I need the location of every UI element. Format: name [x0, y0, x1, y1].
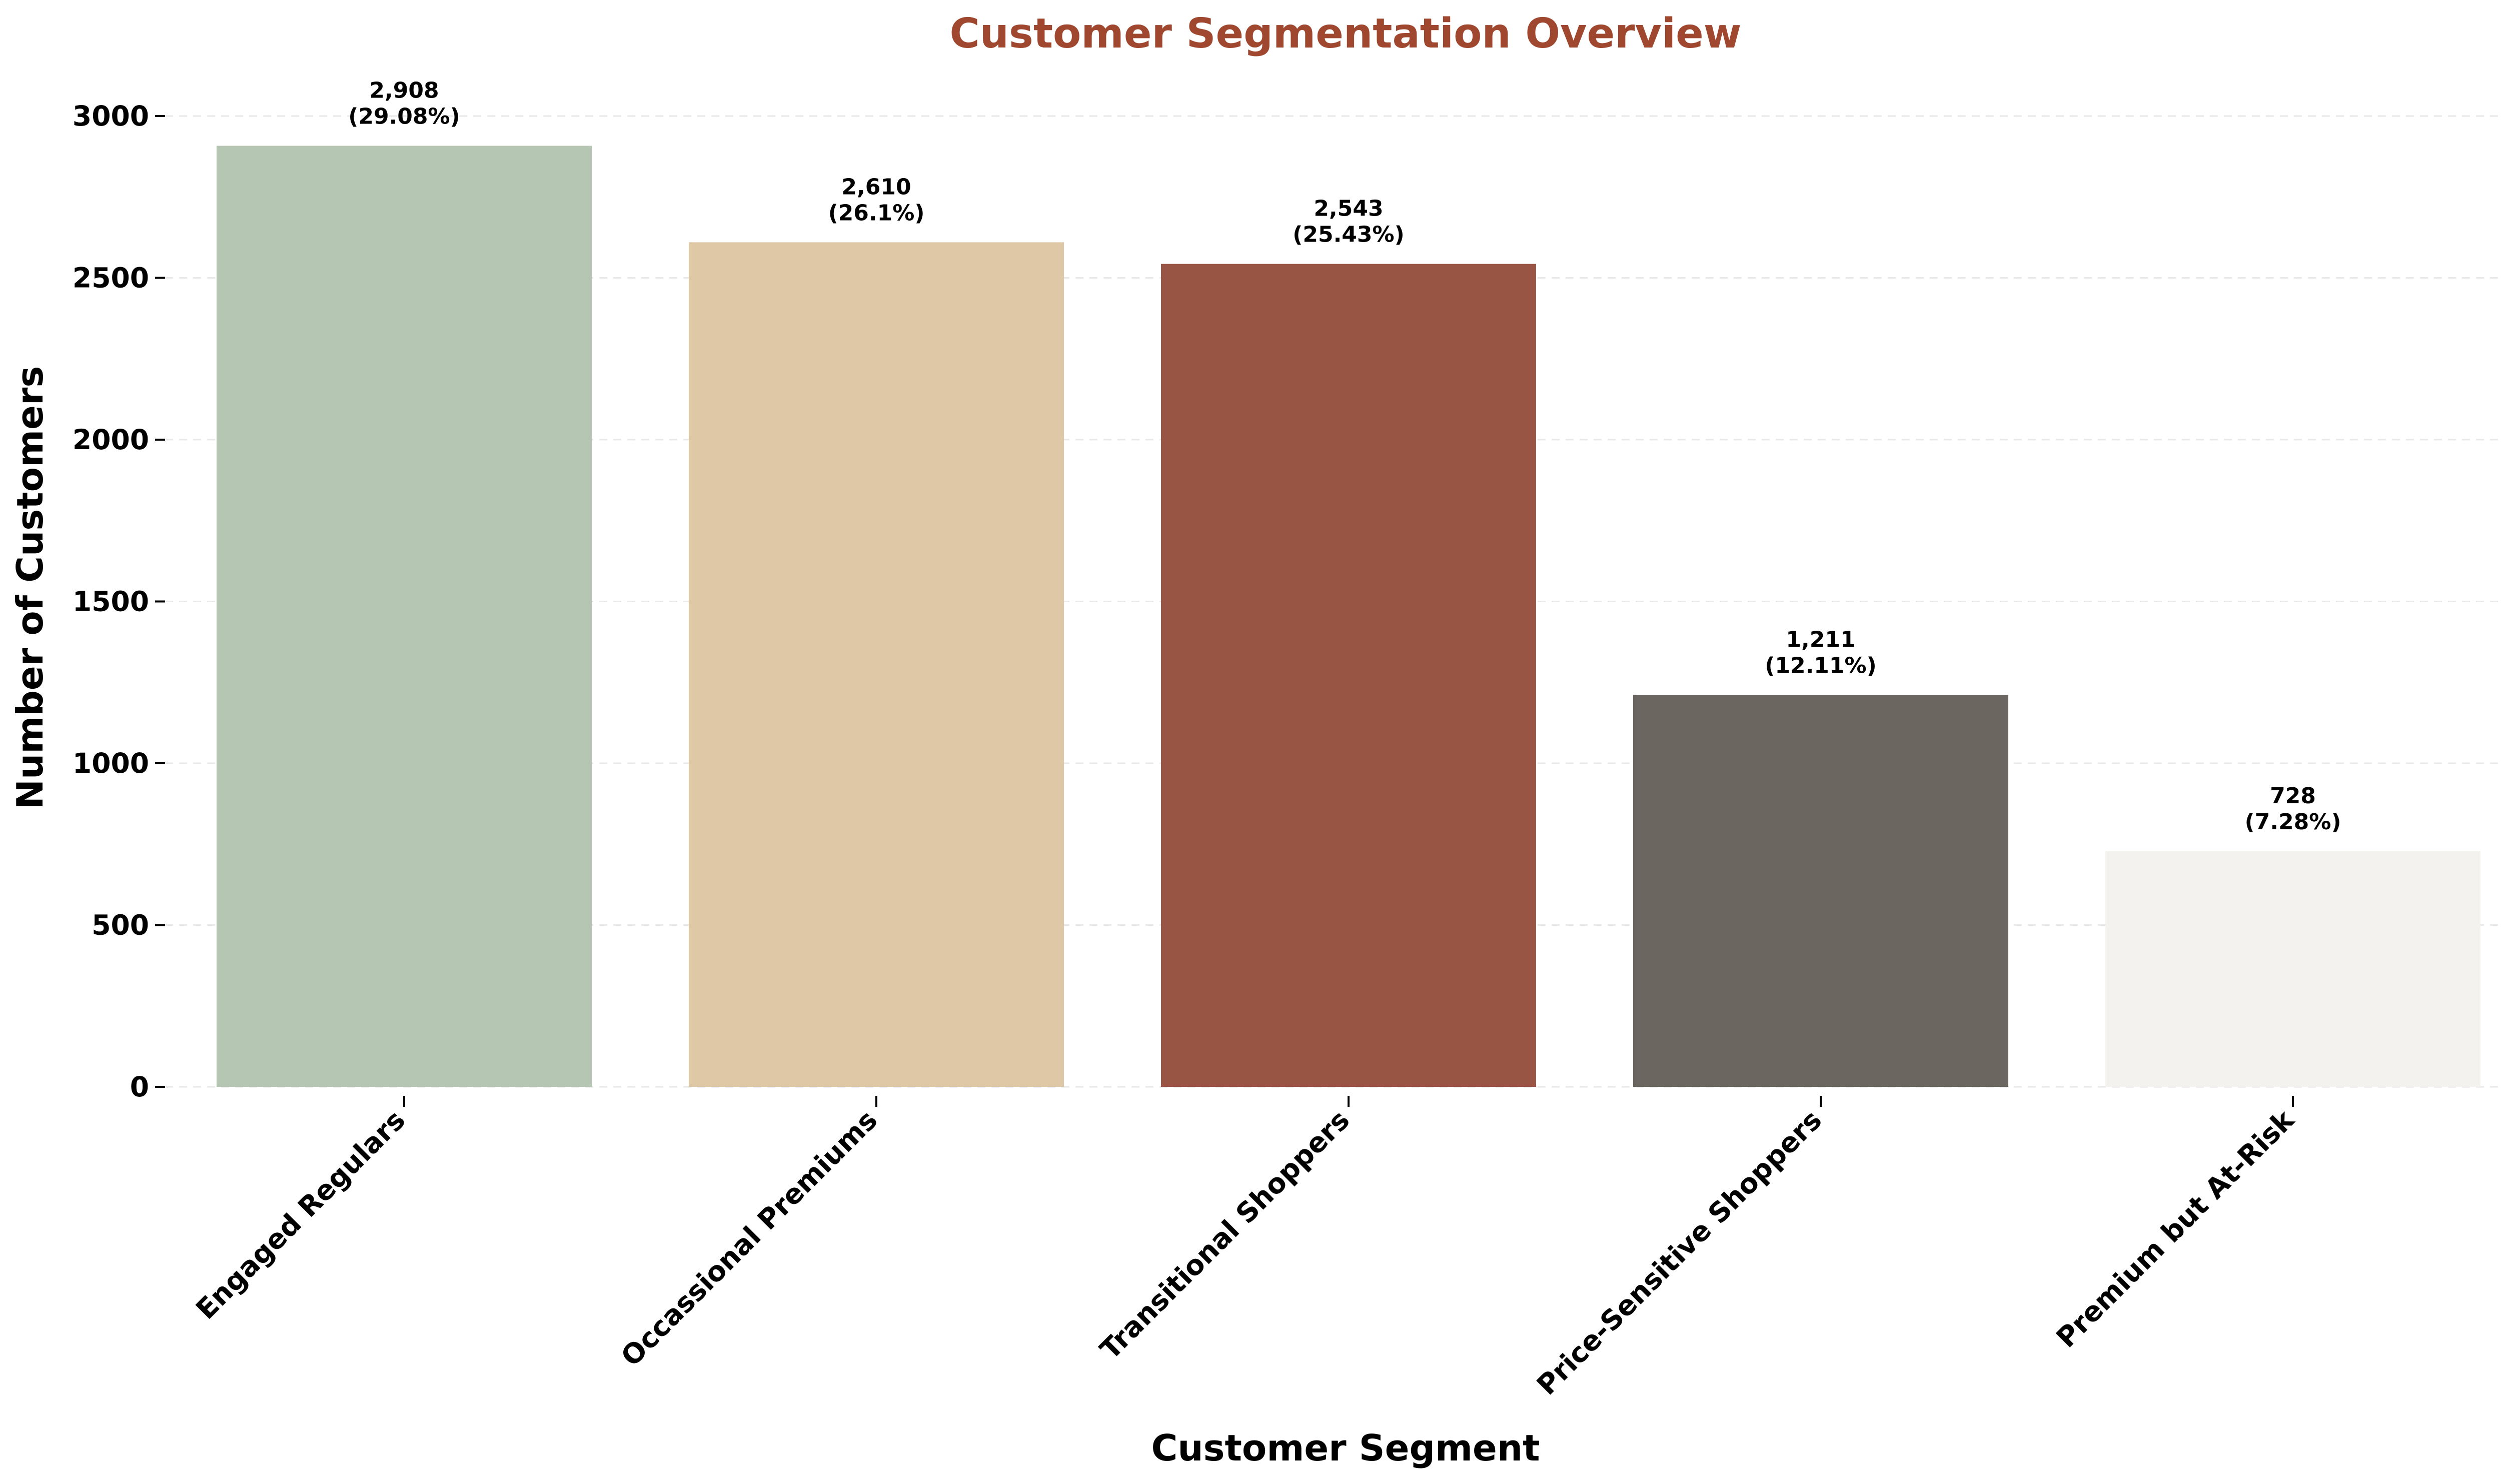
y-axis: 0 500 1000 1500 2000 2500 3000 — [73, 100, 165, 1103]
bar — [1633, 695, 2008, 1087]
x-axis: Engaged Regulars Occassional Premiums Tran… — [190, 1096, 2300, 1401]
bar — [217, 146, 592, 1087]
x-axis-title: Customer Segment — [1151, 1427, 1540, 1469]
x-tick-label: Premium but At-Risk — [2050, 1103, 2300, 1354]
bar-value-label: 2,543 — [1314, 196, 1383, 222]
bars — [217, 146, 2480, 1087]
bar-percent-label: (12.11%) — [1765, 653, 1876, 678]
bar — [689, 242, 1064, 1087]
y-tick-label: 1000 — [73, 747, 149, 779]
x-tick-label: Transitional Shoppers — [1094, 1104, 1356, 1365]
y-tick-label: 3000 — [73, 100, 149, 132]
bar-percent-label: (7.28%) — [2245, 809, 2341, 835]
y-tick-label: 500 — [92, 909, 149, 941]
x-tick-label: Engaged Regulars — [190, 1104, 411, 1325]
bar — [2105, 851, 2480, 1087]
chart-title: Customer Segmentation Overview — [950, 10, 1742, 58]
y-tick-label: 2500 — [73, 262, 149, 294]
bar-value-label: 728 — [2270, 783, 2316, 809]
y-tick-label: 1500 — [73, 586, 149, 618]
bar — [1161, 264, 1536, 1087]
y-axis-title: Number of Customers — [9, 366, 51, 809]
y-tick-label: 2000 — [73, 424, 149, 456]
x-tick-label: Occassional Premiums — [615, 1104, 883, 1372]
bar-value-label: 2,610 — [841, 174, 911, 200]
x-tick-label: Price-Sensitive Shoppers — [1531, 1104, 1828, 1401]
bar-value-label: 2,908 — [369, 78, 439, 104]
bar-labels: 2,908(29.08%) 2,610(26.1%) 2,543(25.43%) 1,… — [348, 78, 2341, 835]
y-tick-label: 0 — [130, 1071, 149, 1103]
bar-value-label: 1,211 — [1786, 627, 1855, 652]
bar-percent-label: (29.08%) — [348, 104, 460, 130]
bar-percent-label: (25.43%) — [1293, 222, 1404, 248]
bar-percent-label: (26.1%) — [828, 200, 925, 226]
